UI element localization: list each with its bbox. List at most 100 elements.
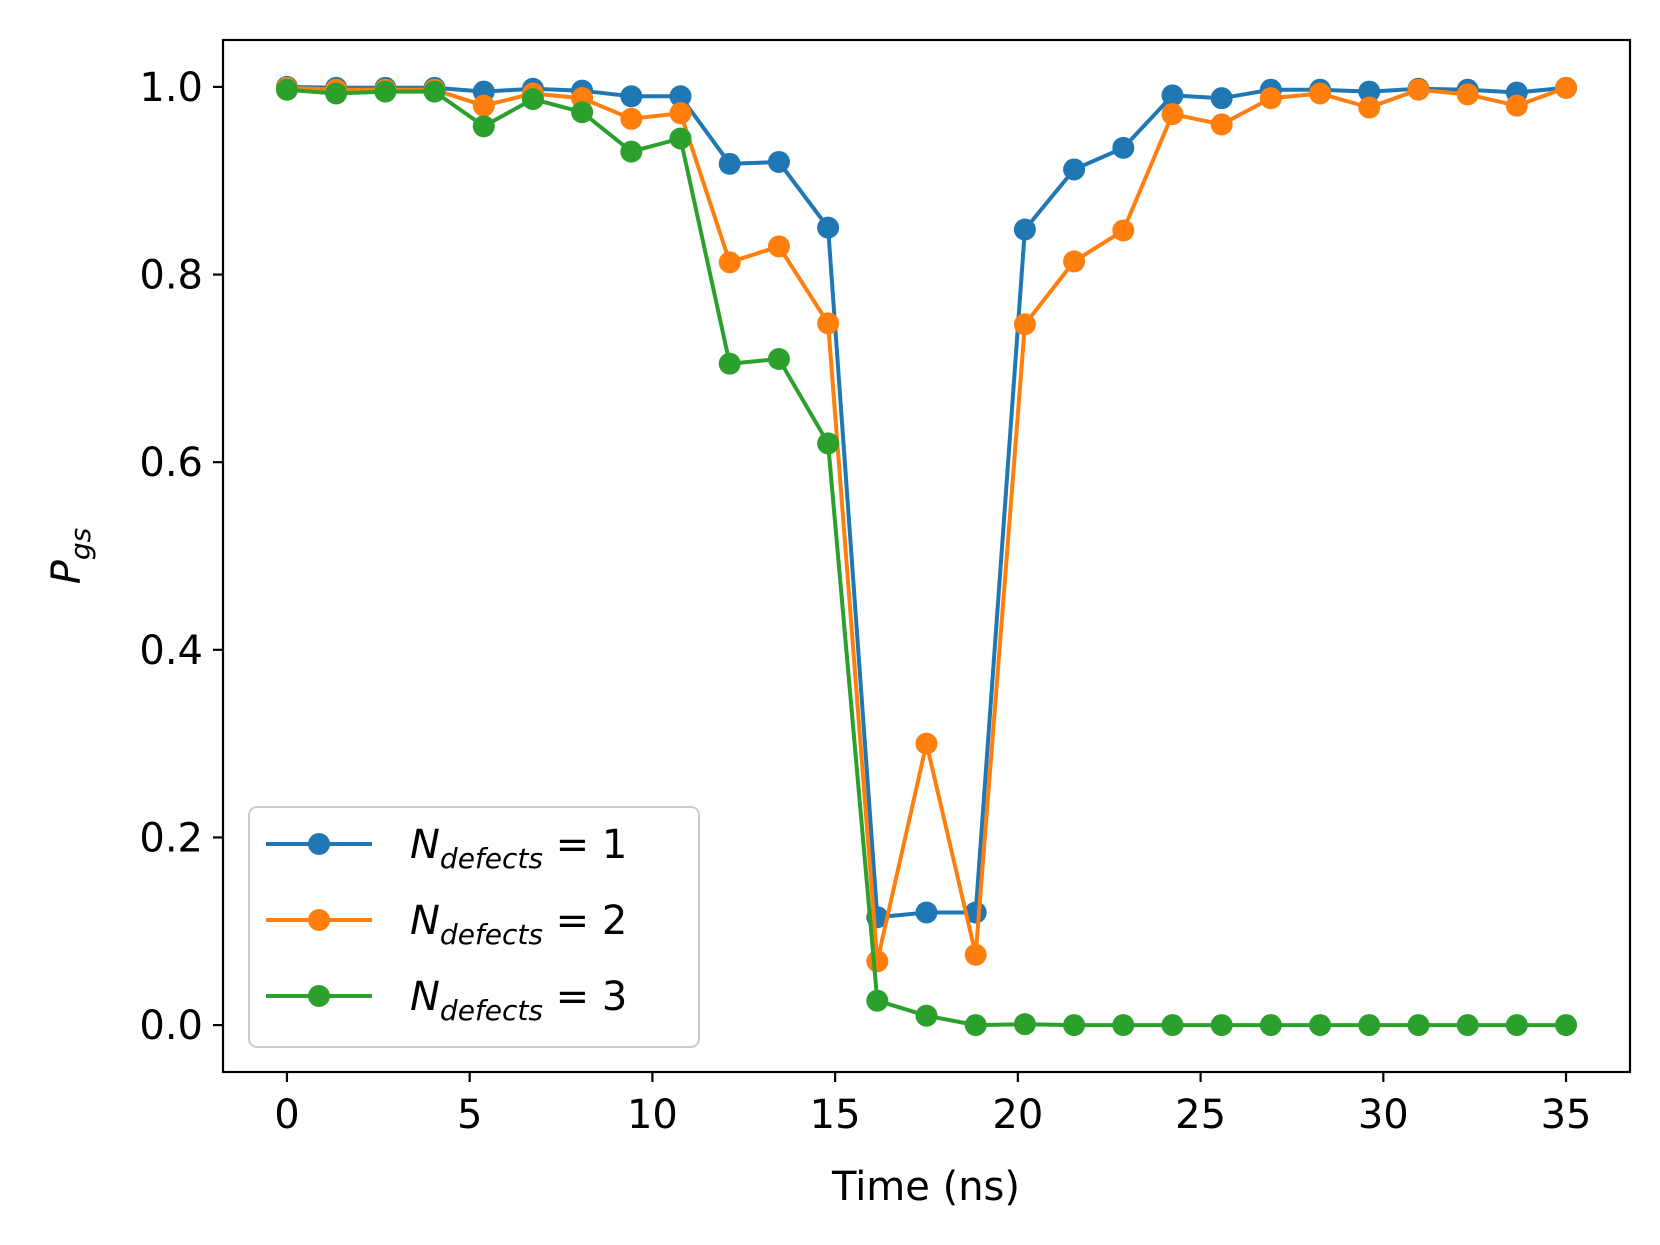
y-tick-label: 0.0 bbox=[139, 1003, 203, 1049]
data-point bbox=[620, 107, 643, 130]
data-point bbox=[1407, 78, 1430, 101]
legend-label-main: N bbox=[410, 898, 440, 944]
x-tick-label: 5 bbox=[457, 1092, 482, 1138]
data-point bbox=[1259, 87, 1282, 110]
data-point bbox=[472, 94, 495, 117]
x-tick-label: 20 bbox=[992, 1092, 1043, 1138]
legend-label-sub: defects bbox=[440, 994, 543, 1027]
y-axis-label-sub: gs bbox=[64, 528, 97, 560]
data-point bbox=[521, 88, 544, 111]
data-point bbox=[1505, 1014, 1528, 1037]
legend-label: Ndefects = 2 bbox=[410, 898, 627, 951]
data-point bbox=[1210, 1014, 1233, 1037]
data-point bbox=[1161, 84, 1184, 107]
data-point bbox=[767, 150, 790, 173]
series-3 bbox=[275, 78, 1578, 1037]
data-point bbox=[1259, 1014, 1282, 1037]
data-point bbox=[767, 235, 790, 258]
data-point bbox=[1013, 313, 1036, 336]
data-point bbox=[866, 989, 889, 1012]
data-point bbox=[1456, 83, 1479, 106]
y-tick-label: 0.4 bbox=[139, 628, 203, 674]
legend-box bbox=[248, 806, 700, 1048]
legend-label-rest: = 2 bbox=[543, 898, 627, 944]
data-point bbox=[275, 78, 298, 101]
legend-label-sub: defects bbox=[440, 918, 543, 951]
y-tick-label: 0.8 bbox=[139, 253, 203, 299]
legend-marker bbox=[308, 833, 330, 855]
data-point bbox=[915, 1004, 938, 1027]
data-point bbox=[374, 80, 397, 103]
data-point bbox=[1112, 219, 1135, 242]
legend-label-rest: = 3 bbox=[543, 974, 627, 1020]
data-point bbox=[1210, 87, 1233, 110]
data-point bbox=[472, 115, 495, 138]
data-point bbox=[1358, 80, 1381, 103]
data-point bbox=[1309, 1014, 1332, 1037]
data-point bbox=[571, 101, 594, 124]
data-point bbox=[1358, 96, 1381, 119]
data-point bbox=[915, 732, 938, 755]
data-point bbox=[718, 352, 741, 375]
data-point bbox=[817, 312, 840, 335]
data-point bbox=[1358, 1014, 1381, 1037]
y-tick-label: 1.0 bbox=[139, 65, 203, 111]
legend-label: Ndefects = 1 bbox=[410, 822, 627, 875]
legend-marker bbox=[308, 985, 330, 1007]
y-axis-label: Pgs bbox=[44, 528, 97, 585]
x-tick-label: 30 bbox=[1358, 1092, 1409, 1138]
data-point bbox=[1112, 136, 1135, 159]
x-tick-label: 35 bbox=[1541, 1092, 1592, 1138]
data-point bbox=[767, 347, 790, 370]
data-point bbox=[964, 943, 987, 966]
data-point bbox=[1161, 103, 1184, 126]
y-tick-label: 0.6 bbox=[139, 440, 203, 486]
data-point bbox=[1112, 1014, 1135, 1037]
data-point bbox=[1161, 1014, 1184, 1037]
data-point bbox=[915, 901, 938, 924]
legend-label-main: N bbox=[410, 974, 440, 1020]
data-point bbox=[1555, 76, 1578, 99]
legend-entry-3: Ndefects = 3 bbox=[266, 974, 627, 1027]
data-point bbox=[1063, 250, 1086, 273]
legend-entry-1: Ndefects = 1 bbox=[266, 822, 627, 875]
legend-label-main: N bbox=[410, 822, 440, 868]
data-point bbox=[1407, 1014, 1430, 1037]
data-point bbox=[1210, 113, 1233, 136]
data-point bbox=[1013, 218, 1036, 241]
data-point bbox=[423, 80, 446, 103]
legend-entry-2: Ndefects = 2 bbox=[266, 898, 627, 951]
data-point bbox=[1063, 1014, 1086, 1037]
legend-label-sub: defects bbox=[440, 842, 543, 875]
y-tick-label: 0.2 bbox=[139, 815, 203, 861]
data-point bbox=[620, 140, 643, 163]
data-point bbox=[817, 432, 840, 455]
plot-lines bbox=[275, 75, 1578, 1037]
data-point bbox=[1063, 158, 1086, 181]
axes-frame bbox=[221, 38, 1632, 1074]
data-point bbox=[669, 85, 692, 108]
y-axis: 0.0 0.2 0.4 0.6 0.8 1.0 bbox=[139, 65, 223, 1049]
data-point bbox=[620, 85, 643, 108]
x-axis-label: Time (ns) bbox=[831, 1164, 1020, 1210]
data-point bbox=[964, 1014, 987, 1037]
data-point bbox=[325, 82, 348, 105]
data-point bbox=[817, 216, 840, 239]
x-tick-label: 0 bbox=[274, 1092, 299, 1138]
data-point bbox=[718, 152, 741, 175]
data-point bbox=[1309, 82, 1332, 105]
data-point bbox=[1555, 1014, 1578, 1037]
legend-label: Ndefects = 3 bbox=[410, 974, 627, 1027]
legend-label-rest: = 1 bbox=[543, 822, 627, 868]
data-point bbox=[1013, 1013, 1036, 1036]
data-point bbox=[718, 251, 741, 274]
y-axis-label-main: P bbox=[44, 559, 90, 584]
x-tick-label: 15 bbox=[810, 1092, 861, 1138]
data-point bbox=[1505, 94, 1528, 117]
data-point bbox=[669, 127, 692, 150]
data-point bbox=[1456, 1014, 1479, 1037]
x-axis: 0 5 10 15 20 25 30 35 bbox=[274, 1072, 1591, 1138]
